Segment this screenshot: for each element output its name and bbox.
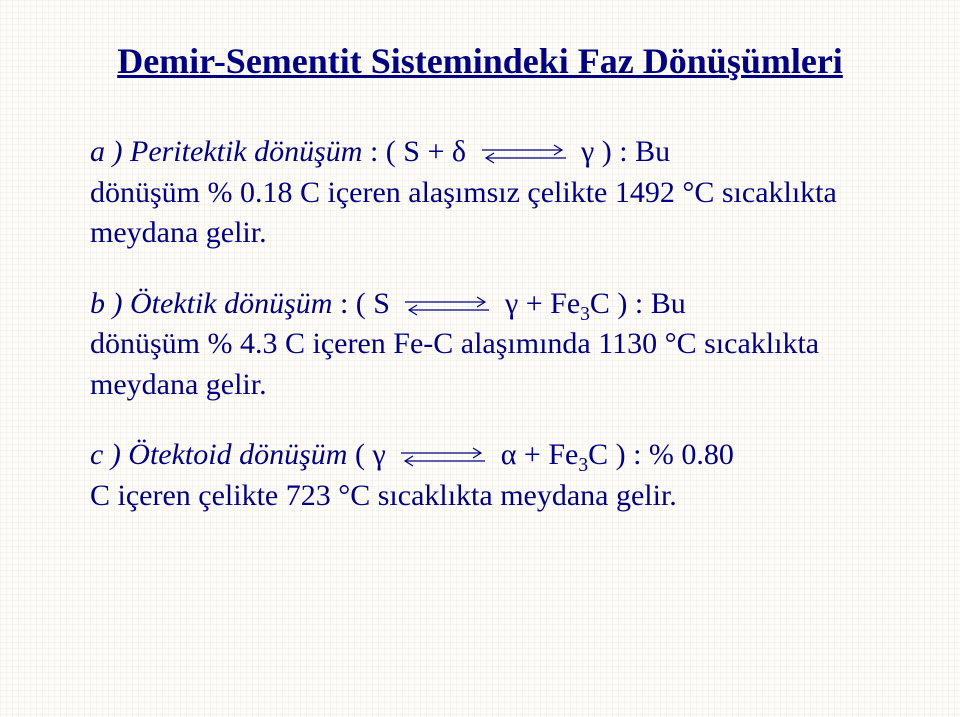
para-b-post-pre: γ + Fe xyxy=(505,287,580,320)
paragraph-a: a ) Peritektik dönüşüm : ( S + δ γ ) : B… xyxy=(70,132,890,254)
para-a-label: a ) Peritektik dönüşüm xyxy=(90,135,370,168)
double-arrow-icon xyxy=(478,140,570,168)
para-c-label: c ) Ötektoid dönüşüm xyxy=(90,438,355,471)
paragraph-c: c ) Ötektoid dönüşüm ( γ α + Fe3C ) : % … xyxy=(70,435,890,516)
para-b-pre: : ( S xyxy=(340,287,390,320)
para-a-line2: dönüşüm % 0.18 C içeren alaşımsız çelikt… xyxy=(90,176,837,250)
slide-container: Demir-Sementit Sistemindeki Faz Dönüşüml… xyxy=(0,0,960,717)
para-b-post-post: C ) : Bu xyxy=(590,287,686,320)
slide-title: Demir-Sementit Sistemindeki Faz Dönüşüml… xyxy=(70,40,890,82)
para-c-post-post: C ) : % 0.80 xyxy=(588,438,734,471)
double-arrow-icon xyxy=(397,443,489,471)
para-c-pre: ( γ xyxy=(355,438,386,471)
para-c-sub: 3 xyxy=(578,455,588,476)
para-a-post-arrow: γ ) : Bu xyxy=(581,135,670,168)
para-b-label: b ) Ötektik dönüşüm xyxy=(90,287,340,320)
para-b-line2: dönüşüm % 4.3 C içeren Fe-C alaşımında 1… xyxy=(90,327,819,401)
para-b-sub: 3 xyxy=(580,304,590,325)
para-a-pre: : ( S + δ xyxy=(370,135,466,168)
double-arrow-icon xyxy=(401,292,493,320)
para-c-line2: C içeren çelikte 723 °C sıcaklıkta meyda… xyxy=(90,479,677,512)
paragraph-b: b ) Ötektik dönüşüm : ( S γ + Fe3C ) : B… xyxy=(70,284,890,406)
para-c-post-pre: α + Fe xyxy=(501,438,579,471)
